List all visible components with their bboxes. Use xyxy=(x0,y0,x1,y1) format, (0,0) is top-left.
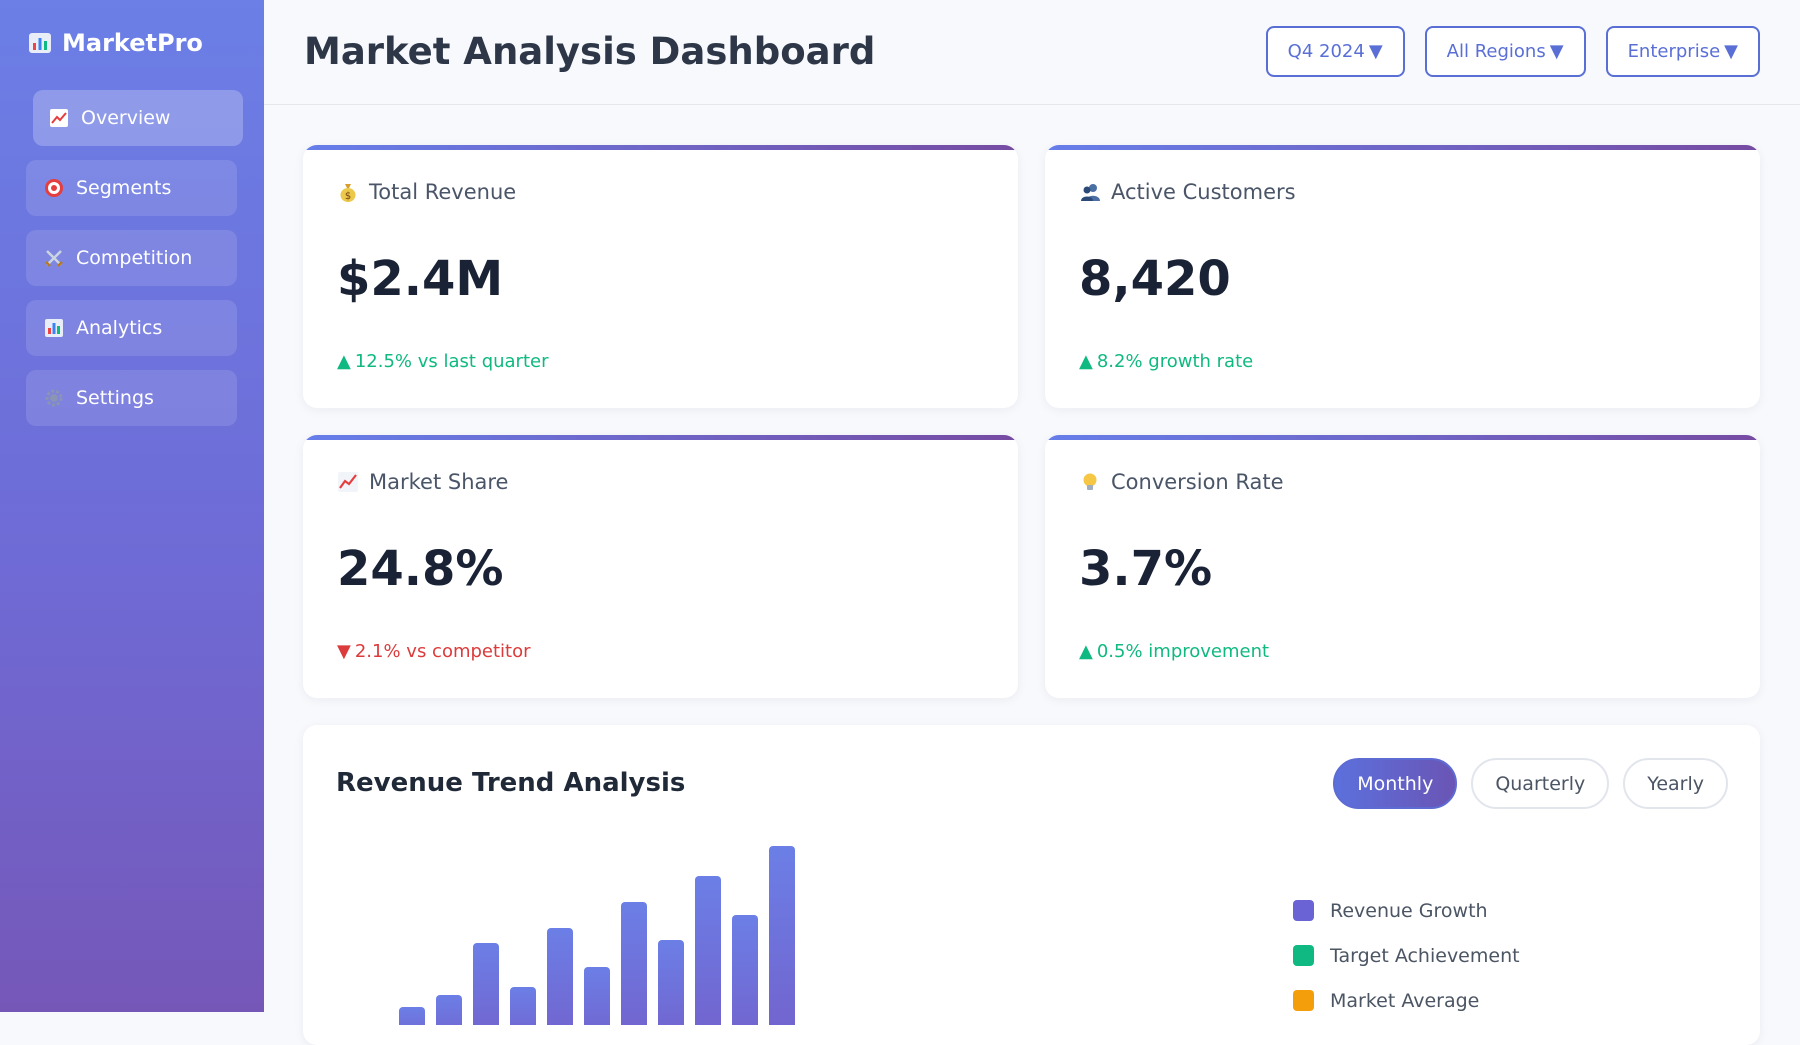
legend-swatch xyxy=(1293,900,1314,921)
arrow-up-icon: ▲ xyxy=(1079,641,1093,662)
sidebar-nav: Overview Segments Competition Analytics … xyxy=(0,90,264,426)
bar-chart-icon xyxy=(44,318,64,338)
bar-chart-icon xyxy=(29,33,51,53)
toggle-monthly[interactable]: Monthly xyxy=(1333,758,1458,809)
legend-item-market-average: Market Average xyxy=(1293,978,1520,1023)
kpi-card-revenue: $ Total Revenue $2.4M ▲ 12.5% vs last qu… xyxy=(303,145,1018,408)
kpi-title: Market Share xyxy=(337,470,508,494)
legend-swatch xyxy=(1293,945,1314,966)
sidebar-item-settings[interactable]: Settings xyxy=(26,370,237,426)
gear-icon xyxy=(44,388,64,408)
kpi-change: ▼ 2.1% vs competitor xyxy=(337,641,531,662)
legend-swatch xyxy=(1293,990,1314,1011)
period-filter-label: Q4 2024 xyxy=(1287,41,1365,62)
chart-bar xyxy=(695,876,721,1025)
kpi-value: 8,420 xyxy=(1079,251,1231,307)
sidebar-item-label: Overview xyxy=(81,107,171,129)
chevron-down-icon: ▼ xyxy=(1368,41,1383,62)
sidebar-item-label: Settings xyxy=(76,387,154,409)
kpi-value: 3.7% xyxy=(1079,541,1213,597)
target-icon xyxy=(44,178,64,198)
chart-bar xyxy=(399,1007,425,1025)
period-toggle-group: Monthly Quarterly Yearly xyxy=(1333,758,1728,809)
kpi-card-market-share: Market Share 24.8% ▼ 2.1% vs competitor xyxy=(303,435,1018,698)
chart-bar xyxy=(769,846,795,1025)
lightbulb-icon xyxy=(1079,471,1101,493)
legend-item-target-achievement: Target Achievement xyxy=(1293,933,1520,978)
users-icon xyxy=(1079,181,1101,203)
sidebar-item-overview[interactable]: Overview xyxy=(33,90,243,146)
filter-bar: Q4 2024 ▼ All Regions ▼ Enterprise ▼ xyxy=(1265,26,1760,77)
arrow-down-icon: ▼ xyxy=(337,641,351,662)
kpi-value: 24.8% xyxy=(337,541,504,597)
region-filter[interactable]: All Regions ▼ xyxy=(1424,26,1586,77)
crossed-swords-icon xyxy=(44,248,64,268)
page-title: Market Analysis Dashboard xyxy=(304,30,876,73)
chart-legend: Revenue Growth Target Achievement Market… xyxy=(1293,888,1520,1023)
chart-title: Revenue Trend Analysis xyxy=(336,768,686,798)
trend-up-icon xyxy=(49,108,69,128)
chart-bar xyxy=(584,967,610,1025)
svg-text:$: $ xyxy=(345,191,351,202)
sidebar-item-label: Competition xyxy=(76,247,193,269)
revenue-bar-chart xyxy=(399,846,795,1025)
sidebar-item-analytics[interactable]: Analytics xyxy=(26,300,237,356)
sidebar-item-segments[interactable]: Segments xyxy=(26,160,237,216)
sidebar: MarketPro Overview Segments Competition … xyxy=(0,0,264,1012)
kpi-title: Conversion Rate xyxy=(1079,470,1284,494)
chevron-down-icon: ▼ xyxy=(1549,41,1564,62)
kpi-card-customers: Active Customers 8,420 ▲ 8.2% growth rat… xyxy=(1045,145,1760,408)
kpi-change: ▲ 0.5% improvement xyxy=(1079,641,1270,662)
period-filter[interactable]: Q4 2024 ▼ xyxy=(1265,26,1405,77)
money-bag-icon: $ xyxy=(337,181,359,203)
kpi-title: Active Customers xyxy=(1079,180,1296,204)
sidebar-item-label: Segments xyxy=(76,177,172,199)
chart-bar xyxy=(510,987,536,1025)
arrow-up-icon: ▲ xyxy=(1079,351,1093,372)
kpi-change: ▲ 8.2% growth rate xyxy=(1079,351,1254,372)
trend-up-icon xyxy=(337,471,359,493)
legend-item-revenue-growth: Revenue Growth xyxy=(1293,888,1520,933)
toggle-quarterly[interactable]: Quarterly xyxy=(1471,758,1610,809)
segment-filter-label: Enterprise xyxy=(1627,41,1721,62)
segment-filter[interactable]: Enterprise ▼ xyxy=(1605,26,1760,77)
chart-bar xyxy=(473,943,499,1025)
revenue-trend-card: Revenue Trend Analysis Monthly Quarterly… xyxy=(303,725,1760,1045)
chart-bar xyxy=(547,928,573,1025)
arrow-up-icon: ▲ xyxy=(337,351,351,372)
kpi-change: ▲ 12.5% vs last quarter xyxy=(337,351,549,372)
header: Market Analysis Dashboard Q4 2024 ▼ All … xyxy=(264,0,1800,105)
sidebar-item-competition[interactable]: Competition xyxy=(26,230,237,286)
region-filter-label: All Regions xyxy=(1446,41,1546,62)
sidebar-item-label: Analytics xyxy=(76,317,163,339)
kpi-value: $2.4M xyxy=(337,251,504,307)
chart-bar xyxy=(658,940,684,1025)
brand-name: MarketPro xyxy=(62,29,203,57)
toggle-yearly[interactable]: Yearly xyxy=(1623,758,1728,809)
kpi-card-conversion: Conversion Rate 3.7% ▲ 0.5% improvement xyxy=(1045,435,1760,698)
brand[interactable]: MarketPro xyxy=(0,26,264,60)
kpi-title: $ Total Revenue xyxy=(337,180,516,204)
chart-bar xyxy=(732,915,758,1025)
chart-bar xyxy=(436,995,462,1025)
chart-bar xyxy=(621,902,647,1025)
chevron-down-icon: ▼ xyxy=(1724,41,1738,62)
